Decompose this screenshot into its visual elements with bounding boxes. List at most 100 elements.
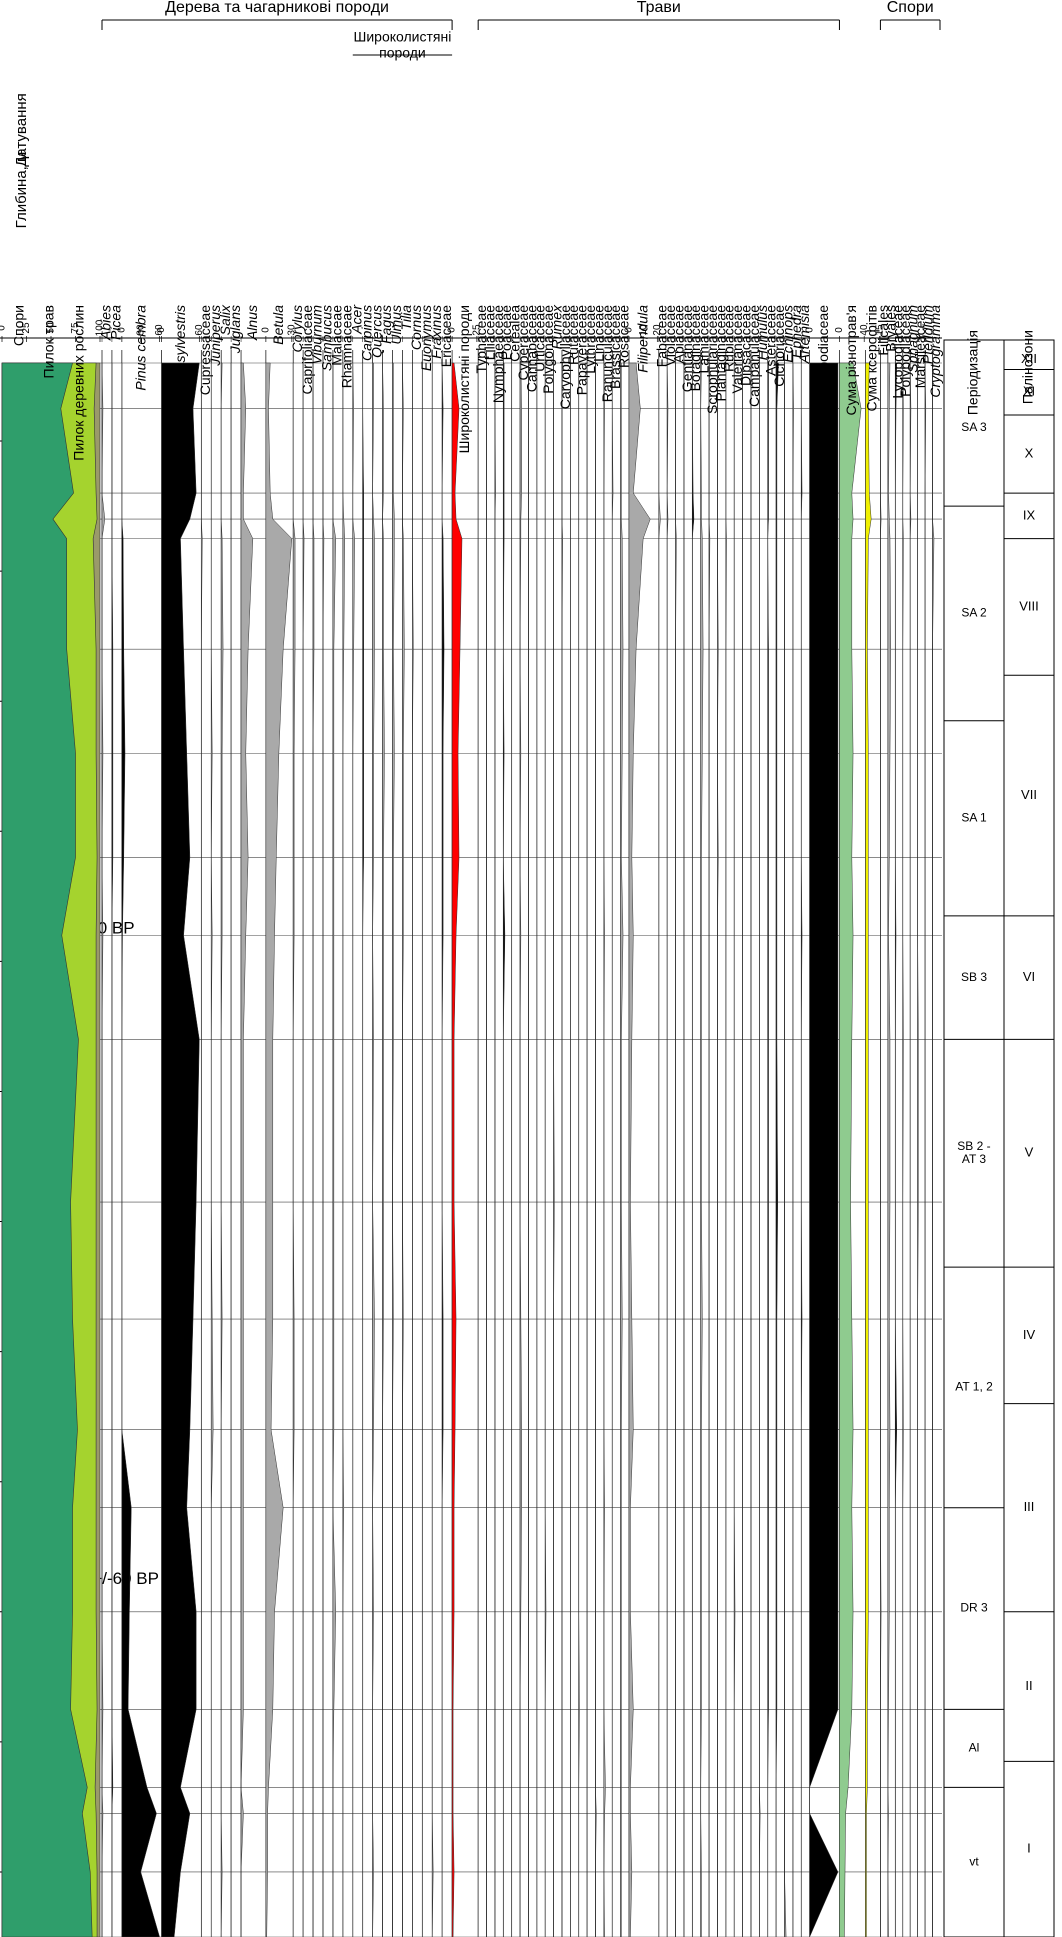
- value-tick-label: 0: [624, 327, 635, 333]
- taxon-label-lycopodiaceae: Lycopodiaceae: [890, 305, 906, 399]
- zone-label-ix: IX: [1023, 507, 1036, 522]
- track-quercus: Quercus: [368, 305, 384, 1937]
- track-papaveraceae: Papaveraceae: [574, 305, 590, 1937]
- taxon-label-abies: Abies: [98, 305, 114, 341]
- track-cornus: Cornus: [408, 305, 424, 1937]
- track-asteraceae: Asteraceae: [763, 305, 779, 1937]
- area-filipendula: [628, 362, 651, 1937]
- track-brassicaceae: Brassicaceae: [607, 305, 623, 1937]
- track-marsileaceae: Marsileaceae: [912, 305, 928, 1937]
- area-filicales: [880, 363, 882, 1937]
- track-liliaceae: Liliaceae: [481, 305, 497, 1937]
- track-polypodiaceae: Polypodiaceae: [897, 305, 913, 1937]
- track-corylus: Corylus: [289, 305, 305, 1937]
- taxon-label-echinops: Echinops: [779, 305, 795, 363]
- taxon-label-polypodiaceae: Polypodiaceae: [897, 305, 913, 397]
- taxon-label-gentianaceae: Gentianaceae: [679, 305, 695, 392]
- taxon-label-rubiaceae: Rubiaceae: [721, 305, 737, 372]
- area-широколистяні-породи: [451, 362, 463, 1937]
- taxon-label-cupressaceae: Cupressaceae: [197, 305, 213, 395]
- track-echinops: Echinops: [779, 305, 795, 1937]
- track-rumex: Rumex: [548, 304, 564, 1937]
- track-linaceae: Linaceae: [590, 305, 606, 1937]
- taxon-label-violaceae: Violaceae: [662, 305, 678, 366]
- area-bryales: [887, 362, 891, 1937]
- track-campanulaceae: Campanulaceae: [746, 305, 762, 1937]
- area-betula: [265, 362, 293, 1937]
- track-picea: Picea: [108, 305, 124, 1937]
- value-tick-label: 60: [194, 324, 205, 336]
- period-label-dr-3: DR 3: [960, 1601, 988, 1615]
- period-label-sb-2-at-3: SB 2 -: [957, 1139, 990, 1153]
- area-lycopodiaceae: [895, 362, 897, 1937]
- taxon-label-fagus: Fagus: [378, 305, 394, 344]
- track-violaceae: Violaceae: [662, 305, 678, 1937]
- totals-label-спори: Спори: [11, 305, 27, 346]
- area-cichoriaceae: [775, 362, 779, 1937]
- track-euonymus: Euonymus: [418, 305, 434, 1937]
- track-cryptogramma: Cryptogramma: [927, 305, 943, 1937]
- taxon-label-pinus-sylvestris: Pinus sylvestris: [172, 305, 188, 401]
- track-pteridium: Pteridium: [920, 305, 936, 1937]
- taxon-label-сума-ксерофітів: Сума ксерофітів: [864, 305, 880, 411]
- track-urticaceae: Urticaceae: [532, 305, 548, 1937]
- taxon-label-acer: Acer: [348, 304, 364, 335]
- taxon-label-nymphaeaceae: Nymphaeaceae: [490, 305, 506, 403]
- track-rutaceae: Rutaceae: [565, 305, 581, 1937]
- taxon-label-ephedra: Ephedra: [788, 305, 804, 358]
- track-ranunculaceae: Ranunculaceae: [599, 305, 615, 1937]
- area-cupressaceae: [201, 363, 203, 1937]
- area-poaceae: [503, 362, 506, 1937]
- period-label-al: Al: [969, 1741, 980, 1755]
- area-rosaceae: [620, 362, 624, 1937]
- area-ephedra: [792, 363, 794, 1937]
- track-gentianaceae: Gentianaceae: [679, 305, 695, 1937]
- period-label-sa-3: SA 3: [961, 420, 987, 434]
- taxon-label-caryophyllaceae: Caryophyllaceae: [557, 305, 573, 409]
- taxon-label-euonymus: Euonymus: [418, 305, 434, 371]
- area-pinus-sylvestris: [161, 362, 200, 1937]
- taxon-label-humulus: Humulus: [754, 305, 770, 360]
- area-echinops: [784, 363, 787, 1937]
- track-cerealea: Cerealea: [507, 305, 523, 1937]
- totals-panel: 0 25 50 75 100 Пилок деревних рослин Пилок тра…: [0, 305, 106, 1937]
- track-boraginaceae: Boraginaceae: [687, 305, 703, 1937]
- taxon-label-juglans: Juglans: [227, 305, 243, 354]
- track-nymphaeaceae: Nymphaeaceae: [490, 305, 506, 1937]
- track-artemisia: Artemisia: [796, 305, 812, 1937]
- area-sambucus: [322, 363, 325, 1937]
- area-valerianaceae: [733, 363, 736, 1937]
- taxon-label-широколистяні-породи: Широколистяні породи: [456, 305, 472, 453]
- track-malaceae: Malaceae: [329, 305, 345, 1937]
- area-corylus: [292, 363, 296, 1937]
- totals-tick-label: 100: [95, 319, 106, 336]
- broadleaf-group-label: породи: [379, 45, 426, 61]
- track-filicales: Filicales: [875, 305, 891, 1937]
- area-brassicaceae: [611, 363, 614, 1937]
- herbs-group-label: Трави: [637, 0, 681, 16]
- area-apiaceae: [675, 363, 677, 1937]
- track-abies: Abies: [98, 305, 114, 1937]
- periods-title: Періодизація: [965, 330, 981, 415]
- taxon-label-chenopodiaceae: Chenopodiaceae: [815, 305, 831, 411]
- area-humulus: [759, 363, 761, 1937]
- taxon-label-ranunculaceae: Ranunculaceae: [599, 305, 615, 403]
- taxon-label-polygonaceae: Polygonaceae: [540, 305, 556, 394]
- taxon-label-rosaceae: Rosaceae: [616, 305, 632, 368]
- taxon-label-betula: Betula: [270, 305, 286, 345]
- zone-label-vii: VII: [1021, 787, 1037, 802]
- track-rhamnaceae: Rhamnaceae: [339, 305, 355, 1937]
- track-valerianaceae: Valerianaceae: [729, 305, 745, 1937]
- area-picea: [111, 363, 114, 1937]
- taxon-label-cichoriaceae: Cichoriaceae: [771, 305, 787, 387]
- zone-label-i: I: [1027, 1841, 1031, 1856]
- zone-label-v: V: [1025, 1145, 1034, 1160]
- track-typhaceae: Typhaceae: [473, 305, 489, 1937]
- value-tick-label: 30: [286, 324, 297, 336]
- taxon-label-salix: Salix: [217, 304, 233, 335]
- taxon-label-fabaceae: Fabaceae: [654, 305, 670, 367]
- area-сума-різнотрав-я: [839, 362, 862, 1937]
- period-label-vt: vt: [969, 1854, 979, 1868]
- taxon-label-tilia: Tilia: [398, 305, 414, 331]
